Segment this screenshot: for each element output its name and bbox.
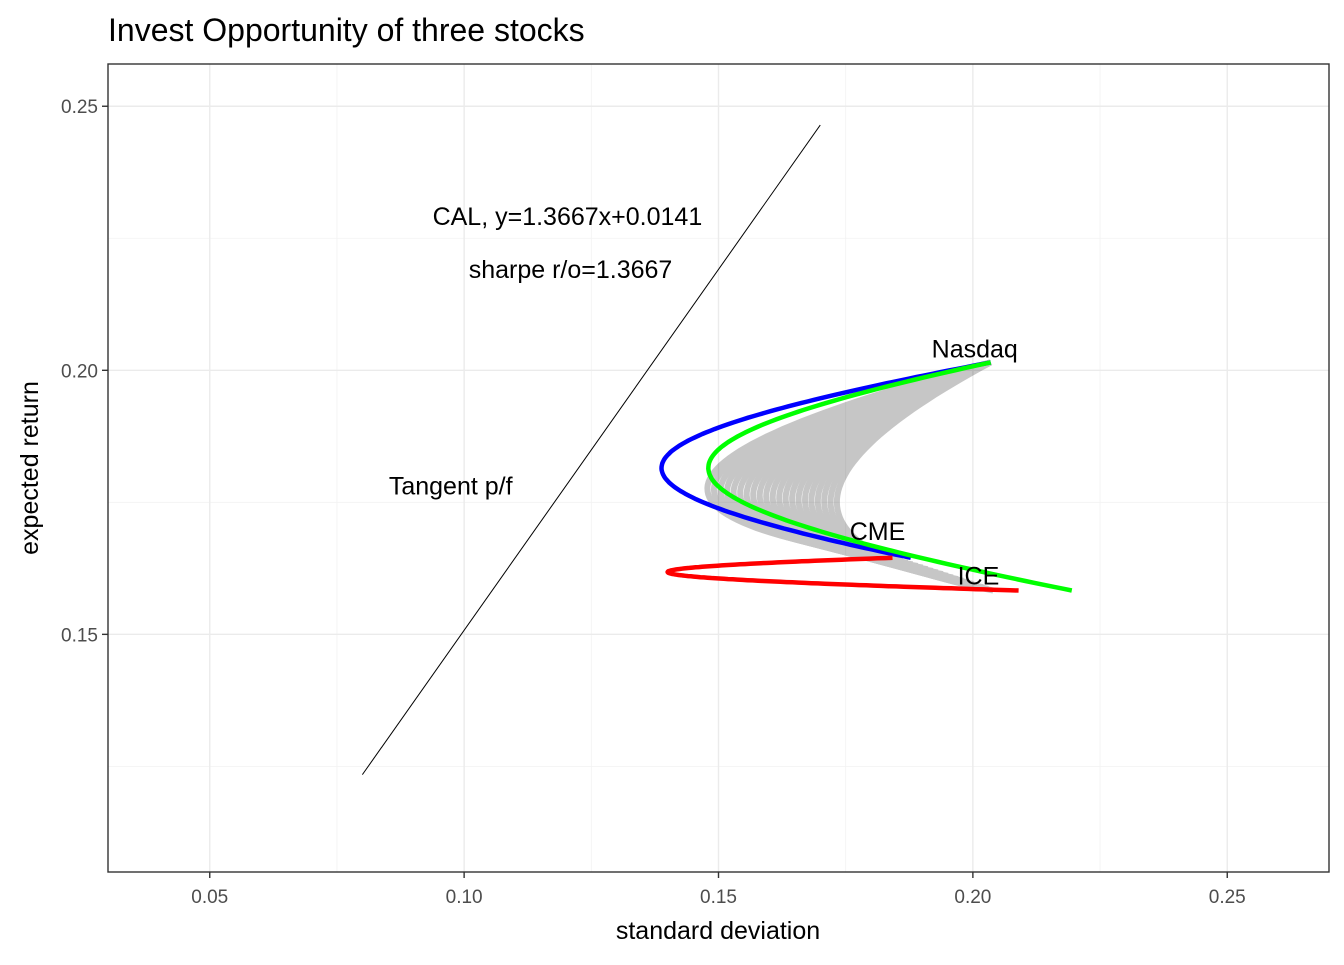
cal-equation-label: CAL, y=1.3667x+0.0141 [433,203,703,231]
panel-border [107,63,1330,873]
portfolio-curve [833,359,994,594]
asset-label-cme: CME [850,518,906,546]
x-tick-label: 0.10 [446,887,483,908]
x-tick-label: 0.20 [954,887,991,908]
tangent-portfolio-label: Tangent p/f [389,472,513,500]
y-tick-label: 0.15 [61,625,98,646]
x-tick-label: 0.05 [191,887,228,908]
plot-data [361,124,1073,775]
x-axis-title: standard deviation [616,917,820,945]
y-tick-label: 0.25 [61,97,98,118]
asset-label-ice: ICE [958,563,1000,591]
cal-line [361,124,821,775]
portfolio-curve [750,359,992,573]
portfolio-curve [743,359,992,571]
portfolio-curve [789,359,992,583]
portfolio-curve [717,359,992,565]
frontier-nasdaq-ice [706,360,1073,593]
y-tick-label: 0.20 [61,361,98,382]
x-tick-label: 0.15 [700,887,737,908]
portfolio-curve [730,359,992,568]
axes: 0.05 0.10 0.15 0.20 0.25 0.15 0.20 0.25 [61,97,1246,908]
x-tick-label: 0.25 [1209,887,1246,908]
grid [108,64,1329,872]
portfolio-curve [782,359,992,581]
portfolio-curve [737,359,992,569]
portfolio-curve [724,359,992,566]
portfolio-curve [827,359,993,592]
portfolio-curve [710,359,992,563]
frontier-cme-ice [665,555,1019,593]
portfolio-curve [814,359,992,589]
annotations: CAL, y=1.3667x+0.0141 sharpe r/o=1.3667 Ta… [389,203,1018,591]
portfolio-curve [756,359,992,574]
portfolio-curve [769,359,992,578]
sharpe-ratio-label: sharpe r/o=1.3667 [469,256,673,284]
portfolio-curve [763,359,992,576]
y-axis-title: expected return [16,381,44,555]
frontier-nasdaq-cme [659,360,992,560]
portfolio-curve [776,359,992,579]
portfolio-curve [821,359,993,591]
chart-title: Invest Opportunity of three stocks [108,12,585,48]
asset-label-nasdaq: Nasdaq [932,336,1018,364]
portfolio-curve [808,359,992,587]
portfolio-cloud [704,359,994,594]
